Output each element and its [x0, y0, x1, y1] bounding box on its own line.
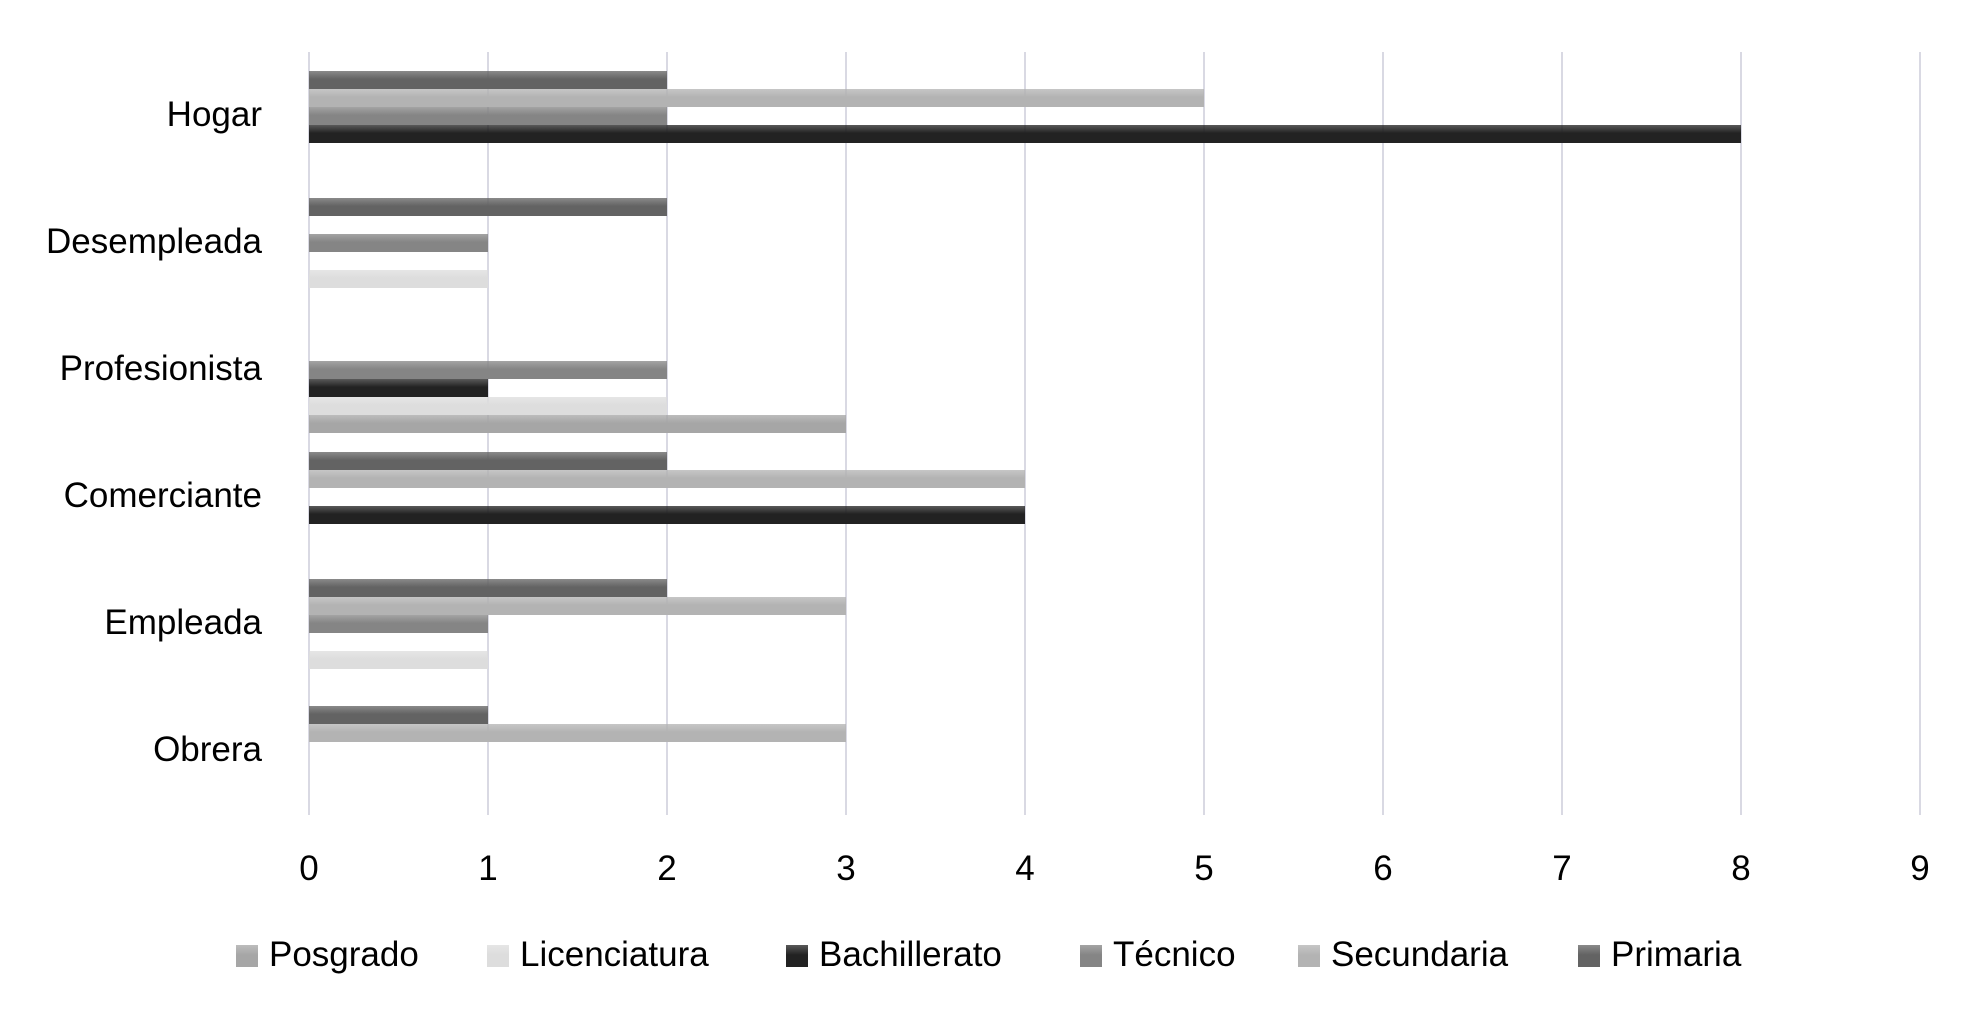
- bar-primaria-empleada: [309, 579, 667, 597]
- category-label: Obrera: [153, 730, 262, 769]
- category-label: Comerciante: [64, 476, 262, 515]
- bars: [309, 71, 1741, 742]
- x-tick-label: 5: [1194, 849, 1213, 888]
- legend-label: Secundaria: [1331, 935, 1509, 974]
- bar-posgrado-profesionista: [309, 415, 846, 433]
- legend-label: Primaria: [1611, 935, 1742, 974]
- bar-secundaria-hogar: [309, 89, 1204, 107]
- legend-swatch: [236, 945, 258, 967]
- bar-secundaria-obrera: [309, 724, 846, 742]
- category-label: Empleada: [104, 603, 262, 642]
- bar-licenciatura-empleada: [309, 651, 488, 669]
- legend: Posgrado Licenciatura Bachillerato Técnico S…: [236, 935, 1742, 974]
- bar-licenciatura-desempleada: [309, 270, 488, 288]
- bar-primaria-obrera: [309, 706, 488, 724]
- x-tick-label: 9: [1910, 849, 1929, 888]
- bar-secundaria-empleada: [309, 597, 846, 615]
- legend-swatch: [487, 945, 509, 967]
- bar-t-cnico-empleada: [309, 615, 488, 633]
- bar-bachillerato-comerciante: [309, 506, 1025, 524]
- gridlines: [308, 52, 1921, 815]
- bar-bachillerato-profesionista: [309, 379, 488, 397]
- category-labels: Obrera Empleada Comerciante Profesionista De…: [46, 95, 263, 769]
- x-axis-ticks: 0 1 2 3 4 5 6 7 8 9: [299, 849, 1929, 888]
- category-label: Desempleada: [46, 222, 262, 261]
- legend-label: Licenciatura: [520, 935, 709, 974]
- bar-primaria-hogar: [309, 71, 667, 89]
- bar-t-cnico-hogar: [309, 107, 667, 125]
- legend-swatch: [1298, 945, 1320, 967]
- legend-label: Bachillerato: [819, 935, 1002, 974]
- bar-t-cnico-profesionista: [309, 361, 667, 379]
- bar-primaria-comerciante: [309, 452, 667, 470]
- bar-primaria-desempleada: [309, 198, 667, 216]
- x-tick-label: 8: [1731, 849, 1750, 888]
- legend-swatch: [1080, 945, 1102, 967]
- x-tick-label: 7: [1552, 849, 1571, 888]
- legend-swatch: [786, 945, 808, 967]
- x-tick-label: 3: [836, 849, 855, 888]
- x-tick-label: 1: [478, 849, 497, 888]
- x-tick-label: 0: [299, 849, 318, 888]
- x-tick-label: 6: [1373, 849, 1392, 888]
- bar-licenciatura-profesionista: [309, 397, 667, 415]
- category-label: Hogar: [167, 95, 263, 134]
- bar-t-cnico-desempleada: [309, 234, 488, 252]
- legend-label: Técnico: [1113, 935, 1236, 974]
- category-label: Profesionista: [60, 349, 263, 388]
- legend-swatch: [1578, 945, 1600, 967]
- bar-secundaria-comerciante: [309, 470, 1025, 488]
- x-tick-label: 4: [1015, 849, 1034, 888]
- legend-label: Posgrado: [269, 935, 419, 974]
- x-tick-label: 2: [657, 849, 676, 888]
- bar-bachillerato-hogar: [309, 125, 1741, 143]
